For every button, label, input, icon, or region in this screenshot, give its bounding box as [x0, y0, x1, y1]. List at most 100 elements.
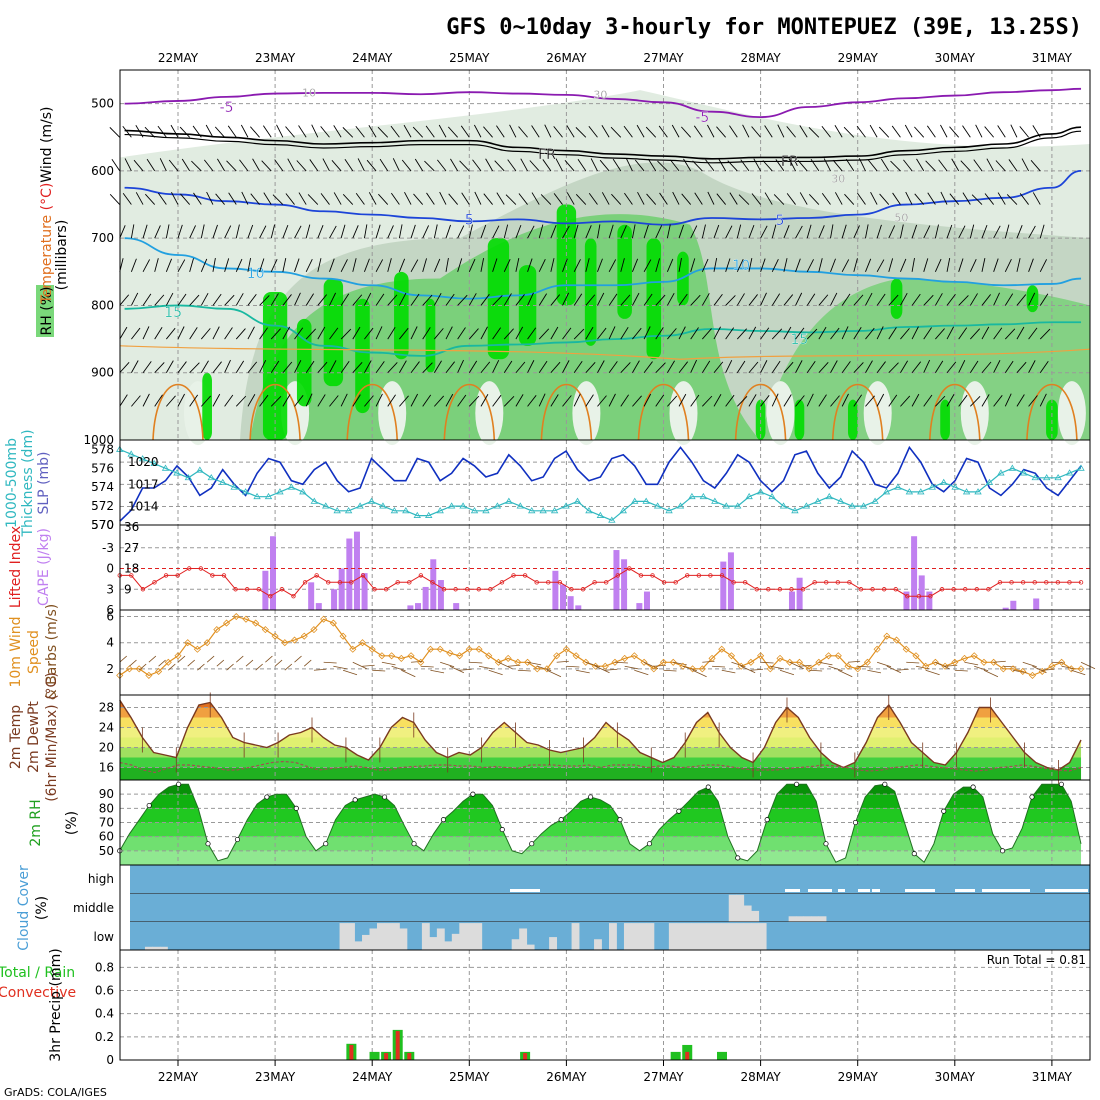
wind-barb	[553, 126, 563, 138]
wind-barb	[702, 395, 713, 407]
wind-barb	[259, 327, 268, 340]
wind-speed-marker	[193, 645, 201, 653]
wind-barb	[736, 328, 747, 340]
wind-barb	[993, 395, 1003, 407]
cape-tick: 18	[124, 562, 139, 576]
wind-barb	[503, 328, 514, 340]
wind-barb-10m	[342, 669, 358, 676]
rh-marker	[558, 817, 564, 823]
cloud-bar-low	[362, 934, 370, 950]
wind-barb	[457, 359, 464, 373]
wind-barb	[203, 159, 214, 172]
wind-barb	[799, 192, 808, 205]
slp-axis-label-part: SLP (mb)	[36, 451, 52, 514]
wind-barb	[305, 360, 315, 373]
wind-barb	[969, 293, 978, 306]
wind-barb	[905, 191, 913, 205]
wind-barb	[340, 224, 346, 239]
li-marker	[488, 587, 493, 592]
wind-barb	[447, 126, 458, 138]
isotherm-20	[249, 383, 301, 441]
wind-barb-10m	[876, 661, 892, 668]
wind-barb	[725, 295, 736, 306]
wind-barb	[235, 395, 247, 407]
wind-barb	[165, 224, 170, 239]
wind-barb	[830, 360, 838, 373]
li-marker	[337, 580, 342, 585]
wind-barb	[142, 393, 150, 407]
wind-barb	[608, 293, 618, 306]
wind-barb	[433, 258, 441, 272]
wind-barb	[601, 125, 610, 138]
wind-barb	[713, 257, 718, 272]
thickness-marker	[917, 488, 925, 495]
wind-barb	[527, 292, 534, 306]
wind-barb	[317, 225, 324, 239]
temp-band	[120, 727, 1082, 738]
wind-axis-label3-part: & Barbs (m/s)	[44, 604, 60, 701]
wind-barb	[858, 158, 866, 172]
wind-barb	[124, 158, 132, 172]
slp-line	[119, 445, 1082, 522]
wind-barb-10m	[216, 659, 225, 667]
wind-barb	[320, 193, 330, 205]
rh-marker	[470, 791, 476, 797]
wind-barb	[180, 193, 190, 205]
wind-barb	[876, 361, 886, 373]
wind-barb	[307, 194, 319, 205]
li-marker	[163, 573, 169, 578]
contour-label: 10	[247, 266, 265, 282]
wind-barb-10m	[857, 665, 871, 668]
wind-barb	[282, 326, 291, 340]
wind-barb-10m	[770, 665, 784, 670]
wind-speed-marker	[242, 615, 250, 623]
wind-barb	[215, 193, 225, 205]
thickness-marker	[1042, 474, 1051, 481]
wind-barb	[573, 293, 583, 306]
wind-speed-marker	[155, 667, 163, 676]
wind-barb-10m	[702, 660, 715, 663]
isotherm-5	[124, 170, 1082, 226]
cape-bar	[331, 589, 338, 610]
cloud-high-streak	[1045, 889, 1088, 892]
wind-barb	[911, 393, 920, 407]
wind-barb	[608, 224, 614, 239]
wind-barb	[713, 326, 721, 340]
chart-title: GFS 0~10day 3-hourly for MONTEPUEZ (39E,…	[446, 15, 1082, 40]
wind-speed-marker	[689, 665, 697, 673]
wind-barb	[923, 394, 933, 407]
li-marker	[812, 580, 817, 585]
panel-border	[119, 949, 1091, 1061]
wind-barb	[655, 258, 661, 272]
wind-barb-10m	[789, 661, 804, 670]
wind-barb	[212, 361, 222, 374]
wind-barb	[189, 294, 200, 306]
wind-barb	[200, 258, 208, 272]
wind-barb	[414, 158, 424, 172]
wind-barb	[841, 293, 851, 306]
wind-speed-marker	[659, 658, 668, 666]
panel-border	[119, 609, 1091, 696]
wind-barb	[946, 326, 955, 340]
wind-barb	[960, 160, 971, 172]
wind-barb	[958, 258, 964, 272]
top-date-label: 27MAY	[643, 51, 684, 65]
wind-barb-10m	[323, 661, 337, 664]
wind-barb	[457, 294, 468, 306]
thickness-marker	[264, 492, 273, 500]
wind-barb	[958, 359, 966, 373]
wind-barb	[632, 395, 642, 407]
wind-barb	[214, 126, 225, 138]
wind-barb	[392, 158, 400, 172]
wind-barb-10m	[731, 661, 746, 668]
wind-barb	[865, 327, 875, 340]
wind-barb	[891, 125, 901, 138]
cloud-bar-low	[668, 923, 677, 950]
temp-axis-label2-part: 2m DewPt	[26, 701, 42, 773]
wind-barb	[438, 124, 447, 138]
wind-barb	[282, 361, 293, 374]
li-marker	[1067, 580, 1072, 585]
wind-barb-10m	[119, 655, 128, 663]
isotherm-18	[119, 345, 1091, 360]
thickness-axis-label2: Thickness (dm)	[20, 429, 36, 537]
